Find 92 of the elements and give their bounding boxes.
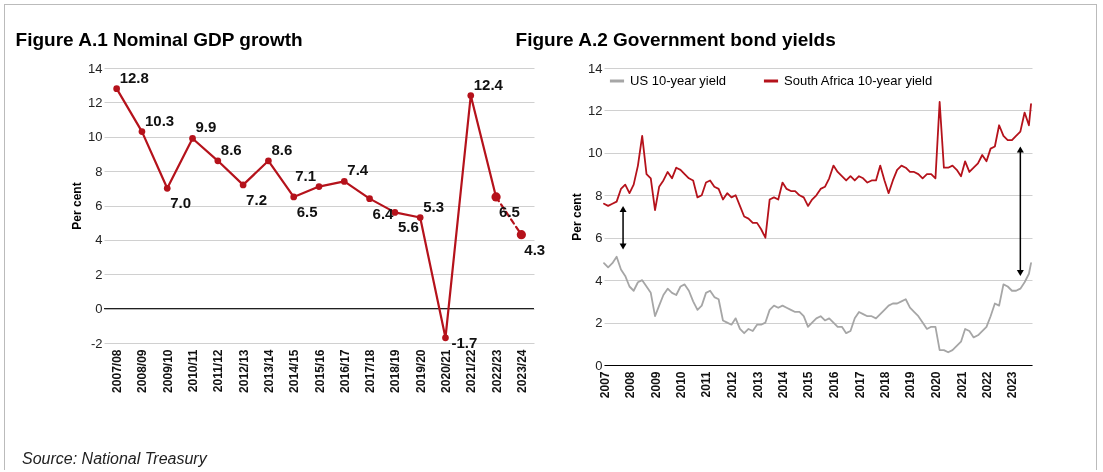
- x-tick-label: 2017/18: [363, 349, 378, 393]
- x-tick-label: 2019/20: [413, 349, 428, 393]
- y-tick-label: 2: [595, 315, 603, 331]
- x-tick-label: 2021/22: [464, 349, 479, 393]
- x-tick-label: 2008: [622, 371, 637, 399]
- y-tick-label: 14: [588, 60, 603, 76]
- data-label: 5.6: [397, 218, 419, 236]
- y-tick-label: 12: [588, 102, 603, 118]
- data-label: -1.7: [451, 333, 478, 351]
- source-note: Source: National Treasury: [22, 450, 207, 468]
- point: [516, 230, 526, 240]
- x-tick-label: 2011: [699, 371, 714, 398]
- data-label: 4.3: [524, 240, 546, 258]
- x-tick-label: 2012/13: [236, 349, 251, 393]
- chart-title: Figure A.2 Government bond yields: [515, 29, 836, 50]
- x-tick-label: 2016/17: [337, 349, 352, 393]
- y-tick-label: 10: [88, 129, 103, 145]
- point: [416, 214, 424, 221]
- point: [138, 128, 146, 135]
- data-label: 12.4: [473, 75, 504, 93]
- point: [265, 157, 272, 165]
- y-tick-label: 4: [595, 272, 603, 288]
- data-label: 7.4: [347, 161, 369, 179]
- x-tick-label: 2015/16: [312, 349, 327, 393]
- point: [214, 157, 222, 165]
- x-tick-label: 2021: [954, 371, 969, 399]
- line-series: [603, 255, 1032, 354]
- data-label: 6.4: [372, 204, 395, 222]
- point: [340, 178, 348, 185]
- y-tick-label: 2: [95, 266, 103, 282]
- y-tick-label: 0: [595, 357, 603, 373]
- x-tick-label: 2014: [776, 371, 790, 399]
- x-tick-label: 2007/08: [110, 349, 125, 393]
- point: [290, 193, 298, 201]
- point: [163, 184, 171, 192]
- x-tick-label: 2023: [1005, 371, 1020, 399]
- x-tick-label: 2013: [750, 371, 765, 399]
- x-tick-label: 2007: [597, 371, 612, 399]
- point: [442, 334, 449, 342]
- x-tick-label: 2010: [674, 371, 689, 399]
- data-label: 9.9: [195, 118, 217, 136]
- y-tick-label: -2: [90, 335, 103, 351]
- x-tick-label: 2019: [903, 371, 918, 399]
- y-tick-label: 6: [595, 230, 603, 246]
- data-label: 7.1: [295, 166, 316, 184]
- y-tick-label: 8: [595, 187, 603, 203]
- x-tick-label: 2022/23: [489, 349, 504, 393]
- x-tick-label: 2011/12: [211, 349, 226, 393]
- legend-label: South Africa 10-year yield: [784, 73, 933, 88]
- x-tick-label: 2018/19: [388, 349, 403, 393]
- x-tick-label: 2023/24: [514, 349, 529, 393]
- x-tick-label: 2009: [648, 371, 663, 399]
- legend-label: US 10-year yield: [630, 73, 727, 88]
- x-tick-label: 2010/11: [186, 349, 201, 393]
- y-tick-label: 0: [95, 301, 103, 317]
- data-label: 6.5: [499, 202, 520, 220]
- x-tick-label: 2022: [979, 371, 994, 399]
- x-tick-label: 2018: [877, 371, 892, 399]
- x-tick-label: 2017: [852, 371, 867, 399]
- x-tick-label: 2012: [724, 371, 739, 399]
- point: [189, 135, 196, 142]
- x-tick-label: 2015: [801, 371, 816, 399]
- data-label: 7.2: [246, 190, 267, 208]
- y-axis-title: Per cent: [70, 182, 85, 230]
- y-axis-title: Per cent: [570, 193, 585, 241]
- x-tick-label: 2013/14: [261, 349, 276, 393]
- data-label: 8.6: [220, 140, 242, 158]
- x-tick-label: 2020/21: [438, 349, 453, 393]
- point: [315, 183, 323, 190]
- x-tick-label: 2014/15: [287, 349, 302, 393]
- data-label: 12.8: [119, 68, 149, 86]
- x-tick-label: 2008/09: [135, 349, 150, 393]
- y-tick-label: 10: [588, 145, 603, 161]
- data-label: 5.3: [423, 197, 445, 215]
- point: [239, 181, 247, 189]
- y-tick-label: 6: [95, 198, 103, 213]
- data-label: 10.3: [144, 111, 175, 129]
- point: [467, 92, 475, 99]
- x-tick-label: 2020: [928, 371, 943, 399]
- y-tick-label: 8: [95, 163, 103, 179]
- data-label: 7.0: [170, 194, 192, 212]
- y-tick-label: 14: [88, 60, 103, 76]
- point: [113, 85, 120, 92]
- point: [366, 195, 373, 202]
- y-tick-label: 4: [95, 232, 103, 248]
- data-label: 6.5: [296, 202, 318, 220]
- line-series: [603, 101, 1032, 239]
- x-tick-label: 2009/10: [160, 349, 175, 393]
- chart-title: Figure A.1 Nominal GDP growth: [15, 29, 303, 50]
- x-tick-label: 2016: [826, 371, 841, 399]
- y-tick-label: 12: [88, 94, 103, 110]
- data-label: 8.6: [271, 140, 293, 158]
